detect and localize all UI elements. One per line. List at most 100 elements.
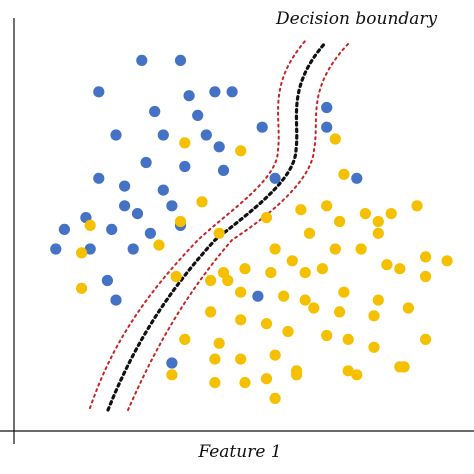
- gold-point-33: [420, 270, 432, 283]
- gold-point-39: [278, 290, 290, 302]
- gold-point-0: [179, 137, 191, 149]
- gold-point-8: [359, 208, 371, 220]
- blue-point-16: [179, 160, 191, 173]
- gold-point-50: [213, 337, 225, 349]
- blue-point-17: [217, 164, 230, 176]
- x-axis-label: Feature 1: [197, 442, 281, 462]
- blue-point-24: [166, 200, 178, 212]
- gold-point-6: [321, 200, 333, 212]
- gold-point-31: [299, 267, 311, 279]
- blue-point-8: [321, 101, 333, 114]
- gold-point-32: [441, 255, 453, 267]
- gold-point-42: [372, 294, 384, 306]
- blue-point-28: [58, 223, 70, 235]
- axes: [0, 18, 474, 444]
- blue-point-13: [256, 121, 268, 133]
- gold-point-12: [174, 215, 187, 228]
- decision-boundary-group: [89, 39, 349, 412]
- gold-point-29: [239, 263, 251, 275]
- gold-point-20: [355, 243, 367, 255]
- gold-point-58: [235, 353, 247, 365]
- gold-point-21: [372, 227, 384, 239]
- gold-point-7: [334, 215, 346, 228]
- blue-point-1: [174, 54, 187, 66]
- gold-point-26: [394, 263, 406, 275]
- gold-point-4: [196, 196, 208, 208]
- gold-point-44: [235, 314, 247, 326]
- blue-point-5: [226, 86, 238, 98]
- gold-point-14: [76, 247, 88, 259]
- gold-point-65: [239, 377, 251, 389]
- gold-point-57: [209, 353, 221, 365]
- blue-point-15: [140, 156, 152, 169]
- gold-point-67: [269, 392, 281, 404]
- gold-point-69: [351, 369, 363, 381]
- gold-point-38: [235, 286, 247, 298]
- gold-point-59: [269, 349, 281, 361]
- blue-point-20: [157, 184, 169, 196]
- gold-point-10: [385, 208, 397, 220]
- blue-point-26: [131, 208, 144, 220]
- blue-point-10: [157, 129, 169, 141]
- blue-point-22: [351, 172, 363, 184]
- blue-point-36: [252, 290, 264, 302]
- gold-point-64: [209, 377, 221, 389]
- gold-point-15: [153, 239, 165, 251]
- gold-point-40: [299, 294, 311, 306]
- gold-point-24: [316, 263, 328, 275]
- blue-point-32: [84, 243, 96, 255]
- blue-point-9: [110, 129, 122, 141]
- gold-point-36: [205, 274, 217, 287]
- blue-point-12: [213, 141, 225, 153]
- gold-point-35: [170, 270, 182, 283]
- gold-point-53: [321, 329, 333, 342]
- blue-point-23: [119, 200, 131, 212]
- gold-point-18: [303, 227, 316, 239]
- gold-point-16: [213, 227, 225, 239]
- gold-point-47: [368, 310, 380, 322]
- gold-point-22: [269, 243, 281, 255]
- blue-point-11: [200, 129, 212, 141]
- gold-point-11: [411, 200, 423, 212]
- gold-point-34: [76, 282, 88, 294]
- blue-point-14: [321, 121, 333, 133]
- gold-point-27: [420, 251, 432, 263]
- gold-point-2: [329, 133, 341, 145]
- blue-point-18: [93, 172, 105, 184]
- blue-point-29: [106, 223, 118, 235]
- gold-point-54: [342, 333, 354, 345]
- blue-point-35: [110, 294, 122, 306]
- data-points: [50, 54, 453, 404]
- blue-point-21: [269, 172, 281, 184]
- gold-point-55: [368, 341, 380, 353]
- gold-point-25: [381, 259, 393, 271]
- gold-point-51: [260, 318, 273, 330]
- gold-point-56: [420, 333, 432, 345]
- gold-point-45: [308, 302, 320, 314]
- blue-point-34: [101, 274, 113, 287]
- gold-point-68: [291, 369, 303, 381]
- decision-boundary-label: Decision boundary: [275, 9, 438, 29]
- gold-point-46: [334, 306, 346, 318]
- blue-point-33: [127, 243, 139, 255]
- gold-point-17: [260, 212, 273, 224]
- gold-point-70: [398, 361, 410, 373]
- gold-point-52: [282, 325, 294, 338]
- blue-point-0: [136, 54, 148, 66]
- gold-point-9: [372, 215, 384, 228]
- gold-point-37: [222, 274, 234, 287]
- gold-point-3: [338, 168, 350, 180]
- gold-point-1: [235, 145, 247, 157]
- gold-point-19: [329, 243, 341, 255]
- blue-point-31: [50, 243, 62, 255]
- margin-upper-line: [127, 43, 349, 411]
- blue-point-30: [144, 227, 156, 239]
- gold-point-43: [205, 306, 217, 318]
- blue-point-2: [93, 86, 105, 98]
- margin-lower-line: [89, 39, 307, 409]
- gold-point-61: [342, 365, 354, 377]
- gold-point-66: [260, 373, 273, 385]
- blue-point-3: [183, 90, 195, 102]
- gold-point-13: [84, 219, 96, 231]
